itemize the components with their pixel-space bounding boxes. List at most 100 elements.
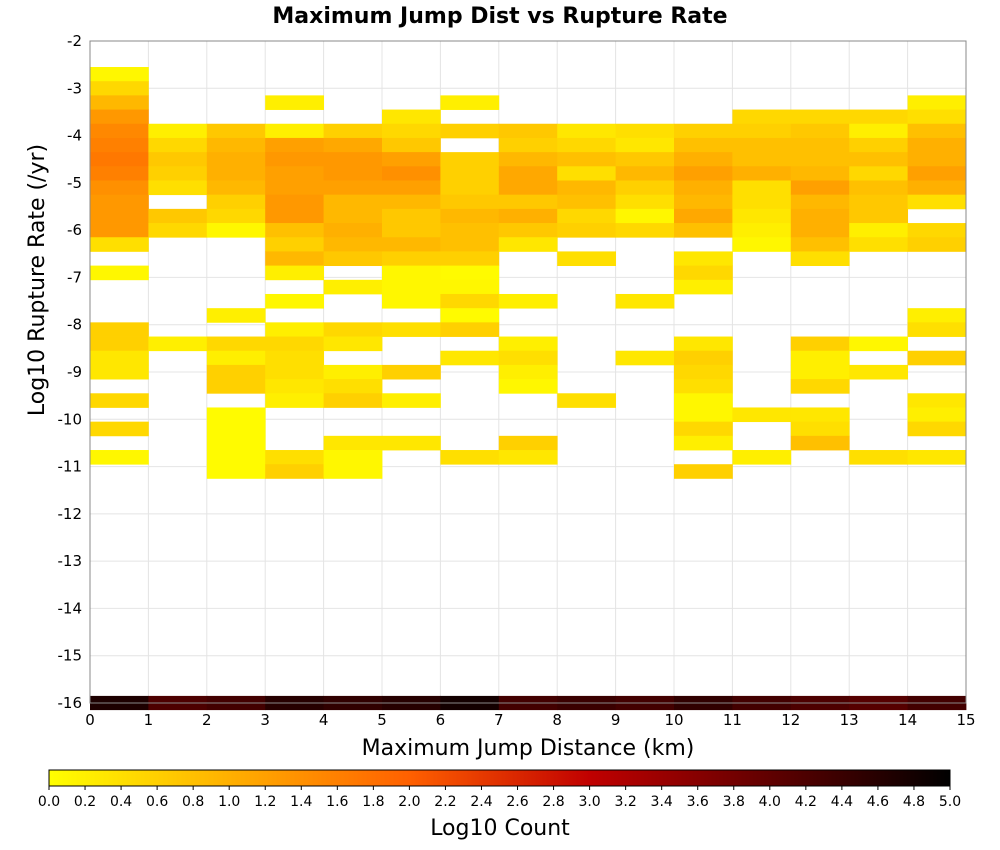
- heatmap-cell: [674, 279, 733, 295]
- y-tick-label: -10: [58, 410, 83, 428]
- heatmap-cell: [323, 336, 383, 352]
- heatmap-cell: [90, 223, 149, 238]
- heatmap-cell: [206, 450, 266, 465]
- heatmap-cell: [732, 407, 792, 423]
- heatmap-cell: [674, 379, 733, 394]
- colorbar-tick-label: 2.0: [398, 794, 420, 810]
- heatmap-cell: [674, 407, 733, 423]
- heatmap-cell: [265, 393, 324, 408]
- heatmap-cell: [907, 95, 967, 110]
- heatmap-cell: [382, 123, 441, 139]
- heatmap-cell: [206, 152, 266, 167]
- heatmap-cell: [674, 350, 733, 366]
- heatmap-cell: [907, 421, 967, 437]
- heatmap-cell: [674, 393, 733, 408]
- colorbar-tick-label: 4.0: [759, 794, 781, 810]
- heatmap-cell: [849, 152, 908, 167]
- heatmap-cell: [790, 152, 850, 167]
- heatmap-cell: [206, 464, 266, 479]
- heatmap-cell: [265, 208, 324, 224]
- heatmap-cells: [90, 67, 967, 711]
- heatmap-cell: [382, 435, 441, 451]
- heatmap-cell: [849, 223, 908, 238]
- heatmap-cell: [732, 237, 792, 252]
- heatmap-cell: [732, 194, 792, 210]
- heatmap-cell: [90, 81, 149, 96]
- heatmap-cell: [907, 450, 967, 465]
- heatmap-cell: [265, 322, 324, 337]
- heatmap-cell: [732, 152, 792, 167]
- colorbar-tick-label: 3.2: [615, 794, 637, 810]
- heatmap-cell: [206, 208, 266, 224]
- heatmap-cell: [206, 407, 266, 423]
- heatmap-cell: [323, 393, 383, 408]
- heatmap-cell: [265, 194, 324, 210]
- heatmap-cell: [498, 336, 558, 352]
- heatmap-cell: [498, 208, 558, 224]
- heatmap-cell: [557, 152, 616, 167]
- colorbar-tick-label: 1.6: [326, 794, 348, 810]
- y-tick-label: -15: [58, 647, 83, 665]
- heatmap-cell: [90, 322, 149, 337]
- colorbar-tick-label: 3.0: [578, 794, 600, 810]
- colorbar-tick-label: 1.2: [254, 794, 276, 810]
- heatmap-cell: [732, 123, 792, 139]
- heatmap-cell: [148, 152, 208, 167]
- heatmap-cell: [265, 166, 324, 181]
- heatmap-cell: [849, 336, 908, 352]
- heatmap-cell: [615, 152, 675, 167]
- y-tick-label: -13: [58, 552, 83, 570]
- heatmap-cell: [615, 180, 675, 196]
- heatmap-cell: [790, 237, 850, 252]
- heatmap-cell: [615, 123, 675, 139]
- heatmap-cell: [90, 237, 149, 252]
- colorbar-tick-label: 3.4: [651, 794, 673, 810]
- heatmap-cell: [907, 152, 967, 167]
- heatmap-cell: [907, 223, 967, 238]
- y-tick-label: -9: [67, 363, 82, 381]
- colorbar-tick-label: 4.2: [795, 794, 817, 810]
- heatmap-cell: [90, 421, 149, 437]
- heatmap-cell: [790, 435, 850, 451]
- heatmap-cell: [265, 251, 324, 267]
- x-tick-label: 8: [552, 711, 562, 729]
- heatmap-cell: [440, 180, 500, 196]
- heatmap-cell: [265, 350, 324, 366]
- heatmap-cell: [90, 336, 149, 352]
- colorbar-tick-label: 2.8: [542, 794, 564, 810]
- colorbar-tick-label: 0.8: [182, 794, 204, 810]
- colorbar-tick-label: 5.0: [939, 794, 961, 810]
- heatmap-cell: [148, 223, 208, 238]
- heatmap-cell: [323, 223, 383, 238]
- heatmap-cell: [732, 223, 792, 238]
- x-tick-label: 1: [144, 711, 154, 729]
- heatmap-cell: [674, 251, 733, 267]
- heatmap-cell: [382, 293, 441, 309]
- heatmap-cell: [440, 194, 500, 210]
- heatmap-cell: [382, 194, 441, 210]
- heatmap-cell: [265, 180, 324, 196]
- heatmap-cell: [557, 180, 616, 196]
- heatmap-cell: [790, 223, 850, 238]
- heatmap-cell: [557, 166, 616, 181]
- heatmap-cell: [148, 208, 208, 224]
- heatmap-cell: [265, 237, 324, 252]
- colorbar-tick-label: 0.2: [74, 794, 96, 810]
- heatmap-cell: [907, 166, 967, 181]
- heatmap-cell: [790, 379, 850, 394]
- y-tick-label: -16: [58, 694, 83, 712]
- heatmap-cell: [557, 251, 616, 267]
- heatmap-cell: [849, 180, 908, 196]
- y-axis-label: Log10 Rupture Rate (/yr): [25, 144, 50, 416]
- heatmap-cell: [265, 152, 324, 167]
- heatmap-cell: [206, 379, 266, 394]
- heatmap-cell: [323, 364, 383, 380]
- heatmap-cell: [790, 421, 850, 437]
- heatmap-cell: [674, 421, 733, 437]
- heatmap-cell: [498, 152, 558, 167]
- heatmap-cell: [382, 208, 441, 224]
- heatmap-cell: [674, 180, 733, 196]
- heatmap-cell: [498, 450, 558, 465]
- heatmap-cell: [557, 123, 616, 139]
- colorbar-tick-label: 2.2: [434, 794, 456, 810]
